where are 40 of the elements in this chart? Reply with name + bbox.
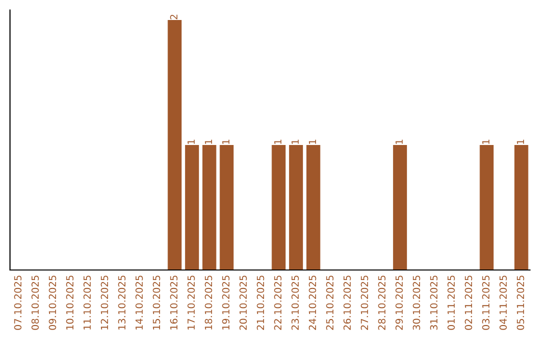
x-tick-label: 08.10.2025: [31, 276, 39, 330]
data-label: 1: [308, 140, 316, 144]
x-tick-label: 22.10.2025: [274, 276, 282, 330]
x-tick-label: 24.10.2025: [308, 276, 316, 330]
x-tick-label: 27.10.2025: [360, 276, 368, 330]
data-label: 1: [274, 140, 282, 144]
x-tick-label: 01.11.2025: [447, 276, 455, 330]
x-tick-label: 05.11.2025: [516, 276, 524, 330]
x-tick-label: 18.10.2025: [204, 276, 212, 330]
x-tick-label: 23.10.2025: [291, 276, 299, 330]
data-label: 2: [170, 14, 178, 20]
x-tick-label: 11.10.2025: [83, 276, 91, 330]
x-tick-label: 31.10.2025: [430, 276, 438, 330]
x-tick-label: 16.10.2025: [170, 276, 178, 330]
data-label: 1: [222, 140, 230, 144]
x-tick-label: 21.10.2025: [256, 276, 264, 330]
x-tick-label: 15.10.2025: [152, 276, 160, 330]
data-label: 1: [516, 140, 524, 144]
data-label: 1: [482, 140, 490, 144]
x-tick-label: 07.10.2025: [14, 276, 22, 330]
x-tick-label: 17.10.2025: [187, 276, 195, 330]
data-label: 1: [396, 140, 403, 144]
x-tick-label: 19.10.2025: [222, 276, 230, 330]
x-tick-label: 04.11.2025: [499, 276, 507, 330]
x-tick-label: 02.11.2025: [464, 276, 472, 330]
x-tick-label: 09.10.2025: [48, 276, 56, 330]
x-tick-label: 10.10.2025: [66, 276, 74, 330]
x-tick-label: 28.10.2025: [378, 276, 386, 330]
data-label: 1: [292, 140, 299, 144]
x-tick-label: 12.10.2025: [100, 276, 108, 330]
data-label: 1: [188, 140, 195, 144]
x-tick-label: 13.10.2025: [118, 276, 126, 330]
x-tick-label: 25.10.2025: [326, 276, 334, 330]
x-tick-label: 26.10.2025: [343, 276, 351, 330]
x-tick-label: 14.10.2025: [135, 276, 143, 330]
x-tick-label: 30.10.2025: [412, 276, 420, 330]
x-tick-label: 03.11.2025: [482, 276, 490, 330]
x-tick-label: 20.10.2025: [239, 276, 247, 330]
x-tick-label: 29.10.2025: [395, 276, 403, 330]
data-label: 1: [204, 140, 212, 144]
